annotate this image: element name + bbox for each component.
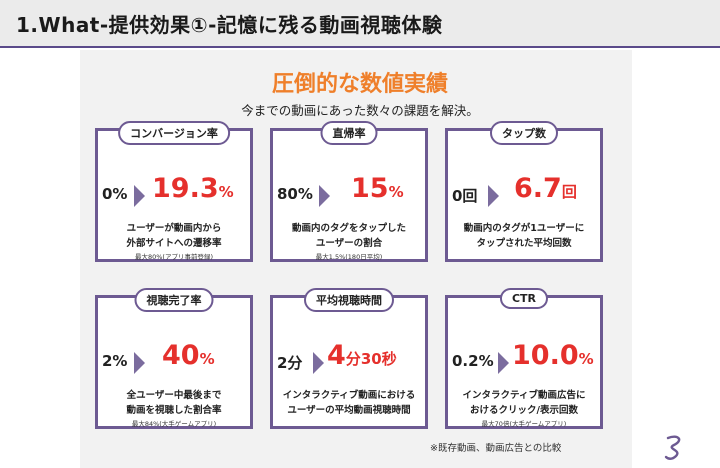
metric-card-ctr: CTR 0.2% 10.0% インタラクティブ動画広告に おけるクリック/表示回数… — [445, 288, 603, 429]
header-divider — [0, 46, 720, 48]
arrow-icon — [134, 185, 145, 207]
before-value: 0% — [102, 185, 128, 203]
card-description: 全ユーザー中最後まで 動画を視聴した割合率 — [126, 390, 222, 416]
after-value: 6.7回 — [514, 173, 577, 204]
arrow-icon — [313, 352, 324, 374]
card-label: 平均視聴時間 — [304, 288, 394, 312]
before-value: 2% — [102, 352, 128, 370]
after-value: 10.0% — [512, 340, 594, 371]
after-value: 15% — [351, 173, 404, 204]
card-label: コンバージョン率 — [118, 121, 230, 145]
page-title: 1.What-提供効果①-記憶に残る動画視聴体験 — [16, 13, 443, 37]
card-note: 最大80%(アプリ事前登録) — [134, 253, 214, 261]
card-note: 最大70倍(大手ゲームアプリ) — [481, 420, 567, 428]
card-note: 最大1.5%(180日平均) — [315, 253, 383, 261]
after-value: 40% — [162, 340, 215, 371]
card-description: 動画内のタグが1ユーザーに タップされた平均回数 — [463, 223, 585, 249]
card-label: タップ数 — [490, 121, 558, 145]
metric-card-avg-watch-time: 平均視聴時間 2分 4分30秒 インタラクティブ動画における ユーザーの平均動画視… — [270, 288, 428, 429]
before-value: 2分 — [277, 354, 303, 372]
brand-logo-icon — [664, 435, 681, 460]
metric-card-bounce-rate: 直帰率 80% 15% 動画内のタグをタップした ユーザーの割合 最大1.5%(1… — [270, 121, 428, 262]
card-description: ユーザーが動画内から 外部サイトへの遷移率 — [126, 223, 222, 249]
metric-card-completion-rate: 視聴完了率 2% 40% 全ユーザー中最後まで 動画を視聴した割合率 最大84%(… — [95, 288, 253, 429]
main-title: 圧倒的な数値実績 — [271, 72, 448, 97]
arrow-icon — [498, 352, 509, 374]
card-description: インタラクティブ動画における ユーザーの平均動画視聴時間 — [282, 390, 416, 416]
before-value: 0.2% — [452, 352, 494, 370]
before-value: 80% — [277, 185, 313, 203]
arrow-icon — [319, 185, 330, 207]
main-subtitle: 今までの動画にあった数々の課題を解決。 — [241, 103, 479, 118]
card-note: 最大84%(大手ゲームアプリ) — [131, 420, 217, 428]
footnote: ※既存動画、動画広告との比較 — [430, 443, 562, 454]
arrow-icon — [134, 352, 145, 374]
arrow-icon — [488, 185, 499, 207]
header-bar: 1.What-提供効果①-記憶に残る動画視聴体験 — [0, 0, 720, 46]
card-label: CTR — [499, 288, 549, 309]
metric-card-conversion: コンバージョン率 0% 19.3% ユーザーが動画内から 外部サイトへの遷移率 最… — [95, 121, 253, 262]
card-description: インタラクティブ動画広告に おけるクリック/表示回数 — [462, 390, 586, 416]
before-value: 0回 — [452, 187, 478, 205]
card-label: 直帰率 — [320, 121, 378, 145]
metric-card-tap-count: タップ数 0回 6.7回 動画内のタグが1ユーザーに タップされた平均回数 — [445, 121, 603, 262]
after-value: 4分30秒 — [327, 340, 397, 371]
after-value: 19.3% — [152, 173, 234, 204]
card-description: 動画内のタグをタップした ユーザーの割合 — [291, 223, 406, 249]
card-label: 視聴完了率 — [134, 288, 214, 312]
